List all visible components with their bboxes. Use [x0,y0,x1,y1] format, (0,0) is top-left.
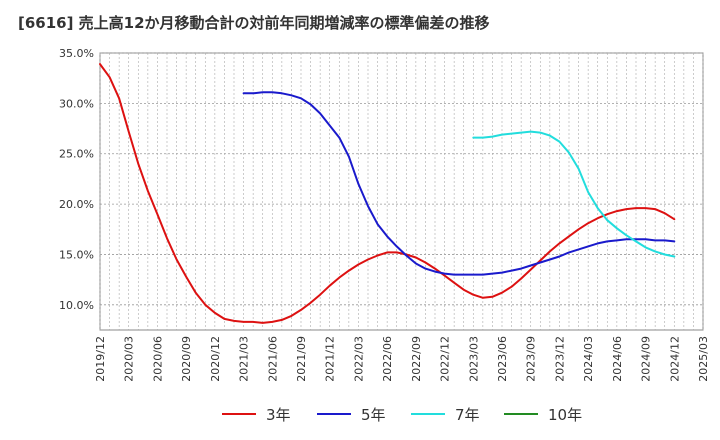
plot-area [99,52,704,331]
x-tick-label: 2020/09 [180,336,193,382]
legend: 3年 5年 7年 10年 [0,402,720,426]
x-tick-label: 2022/09 [410,336,423,382]
y-tick-label: 10.0% [59,299,94,312]
x-tick-label: 2024/03 [582,336,595,382]
series-line-7年 [472,130,676,258]
legend-swatch [317,413,351,415]
gridlines [99,52,704,331]
legend-item: 10年 [504,402,582,426]
x-tick-label: 2025/03 [697,336,710,382]
x-tick-label: 2022/06 [381,336,394,382]
legend-swatch [222,413,256,415]
x-tick-label: 2021/03 [238,336,251,382]
y-tick-label: 25.0% [59,148,94,161]
x-tick-label: 2024/09 [640,336,653,382]
x-tick-label: 2019/12 [94,336,107,382]
x-tick-label: 2023/06 [496,336,509,382]
x-tick-label: 2023/09 [525,336,538,382]
x-tick-label: 2024/12 [668,336,681,382]
y-tick-label: 30.0% [59,97,94,110]
x-tick-label: 2023/03 [467,336,480,382]
legend-item: 5年 [317,402,386,426]
x-tick-label: 2024/06 [611,336,624,382]
legend-item: 7年 [411,402,480,426]
legend-label: 5年 [361,405,386,424]
chart-title: [6616] 売上高12か月移動合計の対前年同期増減率の標準偏差の推移 [18,14,490,32]
y-tick-label: 15.0% [59,248,94,261]
x-tick-label: 2020/12 [209,336,222,382]
y-tick-label: 35.0% [59,47,94,60]
x-tick-label: 2021/06 [266,336,279,382]
series-lines [99,63,676,324]
x-tick-label: 2020/03 [123,336,136,382]
x-tick-label: 2023/12 [553,336,566,382]
legend-swatch [504,413,538,415]
x-tick-label: 2022/12 [439,336,452,382]
y-tick-label: 20.0% [59,198,94,211]
legend-label: 3年 [266,405,291,424]
x-tick-label: 2020/06 [151,336,164,382]
legend-item: 3年 [222,402,291,426]
series-line-5年 [242,91,676,276]
legend-label: 10年 [548,405,583,424]
x-tick-label: 2022/03 [352,336,365,382]
axes: 10.0% 15.0% 20.0% 25.0% 30.0% 35.0% 2019/12 202… [59,47,710,382]
x-tick-label: 2021/09 [295,336,308,382]
series-line-3年 [99,63,676,324]
legend-label: 7年 [455,405,480,424]
legend-swatch [411,413,445,415]
x-tick-label: 2021/12 [324,336,337,382]
